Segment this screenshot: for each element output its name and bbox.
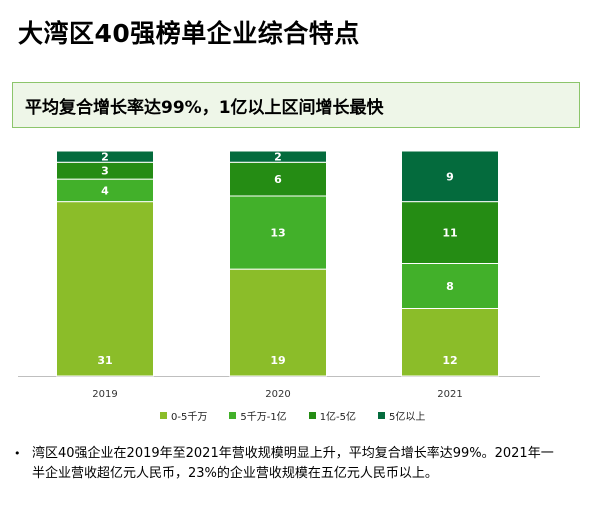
data-label: 13 (270, 227, 285, 240)
data-label: 8 (446, 280, 454, 293)
legend-swatch (378, 412, 386, 419)
x-tick-label: 2019 (92, 389, 117, 400)
bar-segment (229, 161, 327, 197)
bar-segment (401, 263, 499, 309)
legend-item: 5千万-1亿 (229, 408, 287, 423)
bar-segment (401, 201, 499, 264)
data-label: 6 (274, 173, 282, 186)
data-label: 11 (442, 227, 457, 240)
data-label: 3 (101, 165, 109, 178)
note-item: • 湾区40强企业在2019年至2021年营收规模明显上升，平均复合增长率达99… (14, 444, 554, 484)
x-tick-label: 2021 (437, 389, 462, 400)
legend-item: 5亿以上 (378, 408, 425, 423)
legend-label: 0-5千万 (171, 412, 208, 423)
chart-legend: 0-5千万 5千万-1亿 1亿-5亿 5亿以上 (160, 408, 425, 423)
data-label: 4 (101, 184, 109, 197)
data-label: 9 (446, 170, 454, 183)
data-label: 2 (274, 151, 282, 164)
x-tick-label: 2020 (265, 389, 290, 400)
bullet-icon: • (14, 447, 21, 460)
legend-swatch (160, 412, 167, 419)
subtitle-text: 平均复合增长率达99%，1亿以上区间增长最快 (25, 98, 384, 118)
bar-segment (401, 150, 499, 203)
bar-segment (229, 195, 327, 270)
bar-segment (401, 308, 499, 377)
legend-label: 5千万-1亿 (240, 412, 287, 423)
subtitle-banner: 平均复合增长率达99%，1亿以上区间增长最快 (12, 82, 580, 128)
notes-list: • 湾区40强企业在2019年至2021年营收规模明显上升，平均复合增长率达99… (14, 444, 554, 484)
data-label: 31 (97, 354, 112, 367)
legend-label: 1亿-5亿 (319, 412, 357, 423)
page-title: 大湾区40强榜单企业综合特点 (18, 19, 360, 48)
legend-swatch (308, 412, 316, 419)
bar-segment (229, 150, 327, 163)
bar-segment (56, 150, 154, 163)
data-label: 2 (101, 151, 109, 164)
data-label: 19 (270, 354, 285, 367)
legend-item: 1亿-5亿 (308, 408, 357, 423)
note-text: 湾区40强企业在2019年至2021年营收规模明显上升，平均复合增长率达99%。… (32, 446, 554, 481)
bar-segment (56, 201, 154, 377)
legend-label: 5亿以上 (389, 412, 426, 423)
legend-item: 0-5千万 (160, 408, 207, 423)
data-label: 12 (442, 354, 457, 367)
legend-swatch (229, 412, 237, 419)
